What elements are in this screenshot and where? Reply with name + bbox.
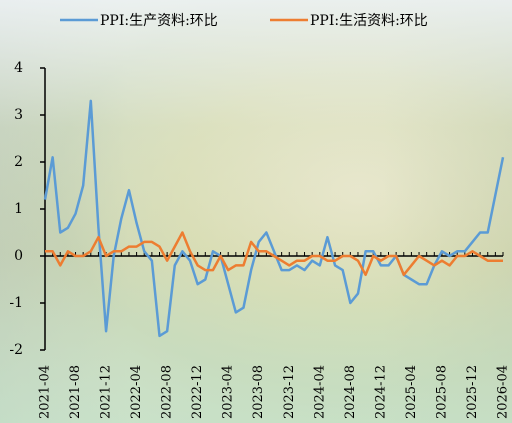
x-tick-label: 2021-12 xyxy=(99,365,114,419)
x-tick-label: 2024-12 xyxy=(373,365,388,419)
x-tick-label: 2022-04 xyxy=(129,365,144,419)
series-line xyxy=(45,231,503,277)
y-tick-label: 2 xyxy=(14,154,23,170)
legend-label: PPI:生产资料:环比 xyxy=(100,13,218,29)
y-tick-label: 3 xyxy=(14,107,23,123)
x-tick-label: 2025-04 xyxy=(404,365,419,419)
x-tick-label: 2023-08 xyxy=(251,365,266,419)
legend-label: PPI:生活资料:环比 xyxy=(310,13,428,29)
x-tick-label: 2025-08 xyxy=(434,365,449,419)
y-tick-label: 1 xyxy=(14,201,23,217)
x-tick-label: 2022-12 xyxy=(190,365,205,419)
x-tick-label: 2023-12 xyxy=(282,365,297,419)
y-tick-label: -2 xyxy=(9,342,23,358)
x-tick-label: 2021-04 xyxy=(38,365,53,419)
x-tick-label: 2026-04 xyxy=(496,365,511,419)
x-tick-label: 2025-12 xyxy=(465,365,480,419)
y-tick-label: 0 xyxy=(14,248,23,264)
series-line xyxy=(43,99,505,338)
x-tick-label: 2023-04 xyxy=(221,365,236,419)
y-tick-label: -1 xyxy=(9,295,23,311)
x-tick-label: 2022-08 xyxy=(160,365,175,419)
y-tick-label: 4 xyxy=(14,60,23,76)
x-tick-label: 2024-04 xyxy=(312,365,327,419)
x-tick-label: 2021-08 xyxy=(68,365,83,419)
x-tick-label: 2024-08 xyxy=(343,365,358,419)
